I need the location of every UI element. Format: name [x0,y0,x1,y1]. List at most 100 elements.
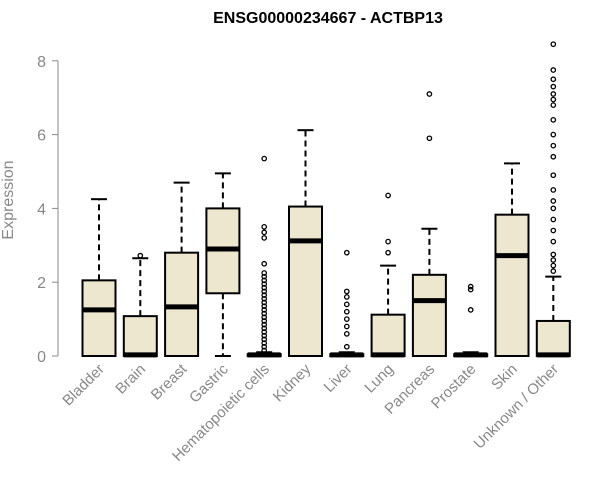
outlier-point [467,283,474,290]
outlier-point [261,347,268,354]
outlier-point [467,286,474,293]
outlier-point [550,96,557,103]
outlier-point [550,76,557,83]
outlier-point [426,91,433,97]
outlier-point [261,260,268,267]
outlier-point [343,331,350,337]
outlier-point [343,301,350,308]
outlier-point [550,251,557,258]
outlier-point [343,308,350,315]
boxes-group [81,41,571,358]
box-gastric [205,172,241,357]
y-tick-label: 8 [37,54,46,71]
box-rect [535,319,571,358]
box-rect [122,315,158,358]
box-rect [81,279,117,358]
outlier-point [261,303,268,310]
box-brain [122,252,158,358]
box-rect [494,213,530,357]
outlier-point [261,299,268,306]
outlier-point [343,323,350,330]
outlier-point [343,249,350,256]
outlier-point [550,153,557,160]
outlier-point [261,229,268,236]
outlier-point [261,295,268,302]
y-axis: 0 2 4 6 8 [37,54,59,366]
x-category-label: Brain [112,361,149,398]
outlier-point [385,249,391,256]
outlier-point [261,325,268,332]
box-hematopoietic-cells [246,155,282,358]
chart-title: ENSG00000234667 - ACTBP13 [213,10,443,27]
outlier-point [550,238,557,245]
outlier-point [550,187,557,193]
outlier-point [261,270,268,276]
y-tick-label: 2 [37,275,46,292]
outlier-point [261,314,268,321]
outlier-point [261,310,268,317]
box-rect [164,251,200,357]
y-axis-label: Expression [0,160,17,239]
outlier-point [261,321,268,328]
outlier-point [385,238,391,245]
outlier-point [261,284,268,291]
outlier-point [550,67,557,73]
box-liver [329,249,365,358]
box-breast [164,181,200,357]
x-category-label: Skin [488,361,521,394]
box-pancreas [411,91,447,358]
outlier-point [426,135,433,142]
outlier-point [550,172,557,179]
outlier-point [137,252,144,259]
outlier-point [550,216,557,223]
y-tick-label: 4 [37,201,46,218]
box-rect [370,313,406,357]
box-rect [288,205,323,357]
outlier-point [261,224,268,230]
outlier-point [261,281,268,287]
outlier-point [550,142,557,149]
outlier-point [343,288,350,295]
x-category-label: Bladder [59,361,108,410]
outlier-point [261,318,268,324]
outlier-point [343,294,350,300]
outlier-point [261,340,268,346]
outlier-point [343,343,350,350]
box-lung [370,192,406,358]
outlier-point [550,131,557,138]
outlier-point [550,41,557,48]
outlier-point [343,316,350,322]
outlier-point [261,343,268,350]
box-unknown-other [535,41,571,358]
outlier-point [261,292,268,298]
outlier-point [550,257,557,263]
x-category-label: Lung [361,361,397,397]
outlier-point [261,288,268,295]
outlier-point [385,192,391,199]
box-rect [411,273,447,358]
x-category-label: Kidney [270,360,315,405]
outlier-point [550,205,557,212]
outlier-point [550,83,557,90]
box-prostate [453,283,489,358]
outlier-point [550,262,557,269]
box-skin [494,162,530,357]
x-category-label: Prostate [428,361,480,413]
x-category-label: Liver [321,361,356,396]
outlier-point [261,307,268,313]
outlier-point [550,91,557,97]
outlier-point [550,268,557,274]
y-tick-label: 6 [37,128,46,145]
outlier-point [550,198,557,204]
outlier-point [261,273,268,280]
outlier-point [261,277,268,284]
outlier-point [261,235,268,241]
box-bladder [81,198,117,358]
outlier-point [261,329,268,335]
x-category-label: Breast [148,360,191,403]
outlier-point [550,227,557,234]
outlier-point [261,332,268,339]
outlier-point [261,155,268,162]
